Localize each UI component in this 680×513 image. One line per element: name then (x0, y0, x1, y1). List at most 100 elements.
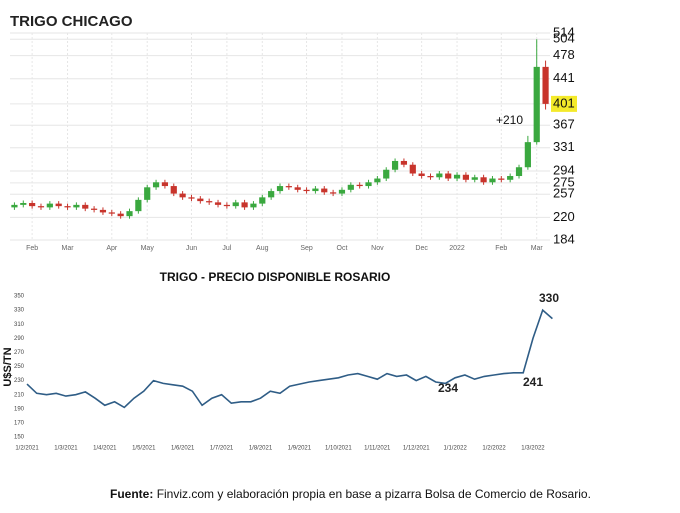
x-tick-label: 1/12/2021 (403, 446, 430, 452)
x-tick-label: Sep (300, 245, 313, 252)
candle-body (117, 213, 124, 217)
candle-body (498, 178, 505, 180)
y-tick-label: 294 (553, 162, 575, 177)
x-tick-label: Feb (26, 245, 38, 252)
candle-body (46, 203, 53, 208)
y-tick-label: 401 (553, 95, 575, 110)
y-tick-label: 250 (14, 364, 25, 370)
candle-body (170, 186, 177, 194)
candle-body (383, 169, 390, 179)
y-tick-label: 290 (14, 336, 25, 342)
x-tick-label: May (141, 245, 155, 252)
candle-body (20, 202, 27, 205)
candle-body (108, 212, 115, 214)
x-tick-label: 1/9/2021 (288, 446, 312, 452)
x-tick-label: 1/4/2021 (93, 446, 117, 452)
candle-body (259, 197, 266, 204)
candle-body (507, 176, 514, 180)
candle-body (427, 176, 434, 178)
candle-body (135, 199, 142, 212)
candle-body (126, 211, 133, 217)
chart-title: TRIGO CHICAGO (10, 13, 133, 30)
x-tick-label: Oct (337, 245, 348, 252)
line-series (26, 308, 553, 409)
candle-body (533, 66, 540, 143)
x-tick-label: 2022 (449, 245, 465, 252)
x-tick-label: Dec (415, 245, 428, 252)
y-tick-label: 230 (14, 378, 25, 384)
y-tick-label: 367 (553, 117, 575, 132)
candle-body (347, 184, 354, 190)
candle-body (241, 202, 248, 208)
x-tick-label: Jul (222, 245, 231, 252)
candle-body (515, 167, 523, 177)
annotation: +210 (496, 113, 523, 127)
candle-body (330, 192, 337, 194)
candle-body (338, 189, 346, 194)
candle-body (250, 203, 257, 208)
x-tick-label: 1/5/2021 (132, 446, 156, 452)
x-tick-label: Jun (186, 245, 197, 252)
candle-body (312, 188, 319, 192)
candle-body (37, 206, 45, 208)
candle-body (206, 201, 213, 203)
x-tick-label: 1/11/2021 (364, 446, 391, 452)
candle-body (365, 182, 372, 187)
candle-body (453, 174, 461, 179)
candle-body (161, 182, 169, 187)
y-tick-label: 441 (553, 70, 575, 85)
annotation: 234 (438, 381, 458, 395)
candle-body (152, 182, 160, 188)
candle-body (524, 142, 531, 168)
y-tick-label: 170 (14, 420, 25, 426)
x-tick-label: 1/3/2022 (521, 446, 545, 452)
candle-body (489, 178, 496, 183)
candle-body (285, 186, 292, 188)
annotation: 330 (539, 291, 559, 305)
candle-body (73, 204, 80, 208)
candle-body (391, 160, 399, 170)
x-tick-label: 1/1/2022 (443, 446, 467, 452)
y-tick-label: 504 (553, 31, 575, 46)
chart-title: TRIGO - PRECIO DISPONIBLE ROSARIO (160, 270, 391, 284)
y-tick-label: 190 (14, 406, 25, 412)
x-tick-label: Mar (62, 245, 75, 252)
candle-body (276, 186, 284, 192)
x-tick-label: Aug (256, 245, 269, 252)
candle-body (471, 177, 478, 180)
candle-body (223, 204, 230, 207)
candle-body (268, 191, 275, 198)
source: Fuente: Finviz.com y elaboración propia … (110, 487, 591, 501)
candle-body (91, 208, 98, 210)
x-tick-label: Feb (495, 245, 507, 252)
x-tick-label: Mar (531, 245, 544, 252)
y-tick-label: 270 (14, 350, 25, 356)
candle-body (356, 184, 363, 187)
x-tick-label: Nov (371, 245, 384, 252)
x-tick-label: 1/10/2021 (325, 446, 352, 452)
candle-body (64, 206, 71, 208)
candle-body (197, 198, 204, 202)
y-axis-label: U$S/TN (2, 347, 14, 386)
candle-body (11, 204, 18, 208)
candle-body (303, 189, 310, 192)
candle-body (144, 187, 151, 200)
candle-body (321, 188, 328, 193)
annotation: 241 (523, 375, 543, 389)
y-tick-label: 150 (14, 435, 25, 441)
y-tick-label: 184 (553, 231, 575, 246)
candle-body (214, 202, 222, 205)
y-tick-label: 330 (14, 308, 25, 314)
candle-body (445, 173, 452, 179)
x-tick-label: 1/7/2021 (210, 446, 234, 452)
candle-body (82, 204, 89, 209)
x-tick-label: 1/2/2021 (15, 446, 39, 452)
x-tick-label: 1/6/2021 (171, 446, 195, 452)
y-tick-label: 220 (553, 209, 575, 224)
source-text: Finviz.com y elaboración propia en base … (157, 487, 591, 501)
x-tick-label: 1/2/2022 (482, 446, 506, 452)
x-tick-label: Apr (106, 245, 118, 252)
y-tick-label: 514 (553, 24, 575, 39)
